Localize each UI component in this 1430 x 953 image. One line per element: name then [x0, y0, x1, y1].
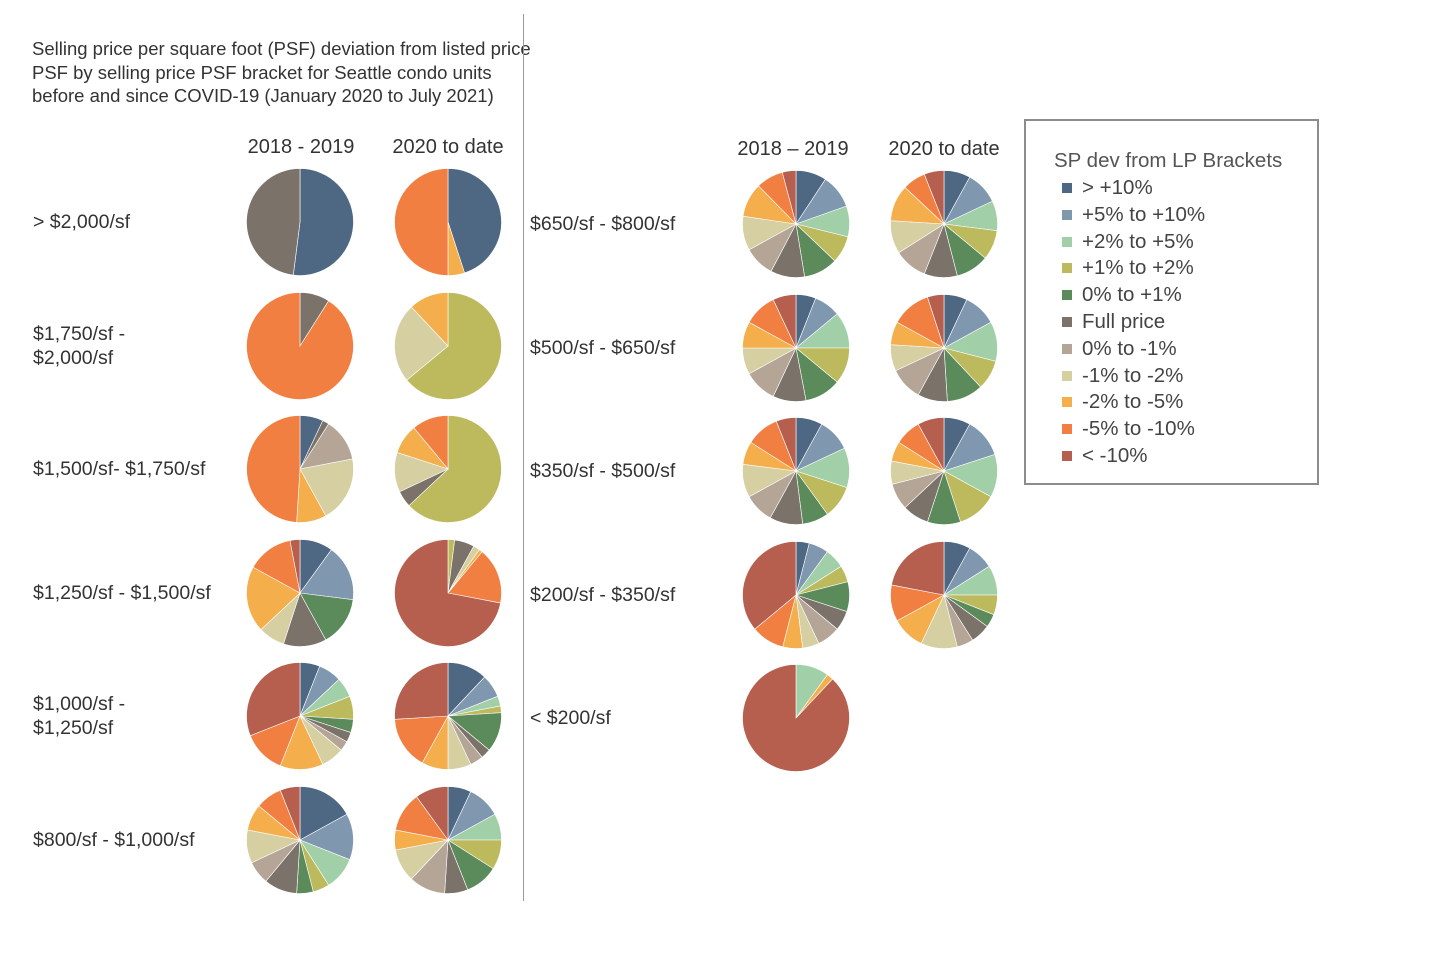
legend-label: < -10% [1082, 444, 1148, 467]
pie-slice [299, 549, 354, 601]
legend-swatch [1062, 263, 1072, 274]
pie-slice [416, 786, 449, 841]
pie-slice [279, 786, 301, 841]
legend-item: +2% to +5% [1062, 229, 1194, 255]
pie-slice [246, 415, 301, 523]
bracket-label: $1,250/sf - $1,500/sf [33, 582, 211, 604]
pie-slice [394, 662, 449, 720]
pie-slice [742, 541, 797, 630]
pie-slice [299, 786, 348, 841]
legend-item: < -10% [1062, 443, 1148, 469]
pie-slice [292, 168, 354, 276]
pie-slice [246, 662, 301, 737]
legend-item: 0% to +1% [1062, 282, 1182, 308]
pie-slice [447, 551, 502, 604]
legend-swatch [1062, 424, 1072, 435]
legend-item: +5% to +10% [1062, 202, 1205, 228]
legend-item: 0% to -1% [1062, 336, 1177, 362]
bracket-label: $200/sf - $350/sf [530, 584, 676, 606]
pie-slice [394, 715, 449, 764]
legend-swatch [1062, 209, 1072, 220]
pie-slice [299, 592, 354, 641]
pie-slice [923, 170, 945, 225]
legend-item: -2% to -5% [1062, 389, 1183, 415]
legend-label: +2% to +5% [1082, 229, 1194, 253]
legend-label: > +10% [1082, 176, 1153, 199]
column-divider [523, 14, 524, 901]
bracket-label: $1,750/sf - $2,000/sf [33, 323, 126, 369]
pie-slice [299, 458, 354, 517]
legend-swatch [1062, 317, 1072, 327]
pie-slice [447, 168, 502, 274]
legend-label: -2% to -5% [1082, 390, 1184, 414]
bracket-label: $1,500/sf- $1,750/sf [33, 458, 206, 480]
chart-title: Selling price per square foot (PSF) devi… [32, 38, 531, 106]
legend-label: -5% to -10% [1082, 417, 1195, 441]
pie-slice [917, 417, 945, 472]
legend-item: Full price [1062, 309, 1165, 335]
pie-slice [394, 306, 449, 381]
pie-slice [394, 168, 449, 276]
pie-slice [246, 292, 354, 400]
legend-title: SP dev from LP Brackets [1054, 149, 1283, 172]
pie-slice [289, 539, 301, 594]
pie-slice [394, 539, 501, 647]
pie-slice [772, 294, 797, 349]
pie-slice [891, 541, 945, 596]
bracket-label: $650/sf - $800/sf [530, 213, 676, 235]
legend-label: +1% to +2% [1082, 256, 1194, 280]
pie-slice [410, 292, 449, 347]
legend-swatch [1062, 370, 1072, 381]
pie-slice [775, 417, 797, 472]
column-header-right-2020-to-date: 2020 to date [888, 138, 1000, 160]
legend-swatch [1062, 236, 1072, 247]
pie-slice [406, 292, 502, 400]
legend-label: 0% to +1% [1082, 283, 1182, 307]
pie-slice [246, 168, 301, 276]
legend-swatch [1062, 290, 1072, 301]
pie-slice [742, 664, 850, 772]
legend-item: -1% to -2% [1062, 363, 1183, 389]
column-header-left-2018-2019: 2018 - 2019 [247, 136, 355, 158]
pie-slice [413, 415, 449, 470]
pie-slice [246, 566, 301, 631]
bracket-label: > $2,000/sf [33, 211, 131, 233]
legend-swatch [1062, 183, 1072, 193]
pie-slice [927, 294, 945, 349]
legend-item: > +10% [1062, 175, 1153, 201]
column-header-right-2018-2019: 2018 – 2019 [737, 138, 849, 160]
legend-swatch [1062, 397, 1072, 408]
legend-item: -5% to -10% [1062, 416, 1195, 442]
pie-slice [408, 415, 502, 523]
bracket-label: $800/sf - $1,000/sf [33, 829, 195, 851]
legend-label: +5% to +10% [1082, 202, 1206, 226]
legend: SP dev from LP Brackets > +10% +5% to +10… [1024, 119, 1319, 485]
legend-label: 0% to -1% [1082, 336, 1177, 360]
legend-label: -1% to -2% [1082, 363, 1184, 387]
legend-item: +1% to +2% [1062, 255, 1194, 281]
legend-swatch [1062, 343, 1072, 354]
bracket-label: $1,000/sf - $1,250/sf [33, 693, 126, 739]
column-header-left-2020-to-date: 2020 to date [392, 136, 504, 158]
pie-slice [781, 170, 797, 225]
bracket-label: < $200/sf [530, 707, 611, 729]
legend-swatch [1062, 451, 1072, 461]
bracket-label: $500/sf - $650/sf [530, 337, 676, 359]
bracket-label: $350/sf - $500/sf [530, 460, 676, 482]
legend-label: Full price [1082, 310, 1166, 333]
